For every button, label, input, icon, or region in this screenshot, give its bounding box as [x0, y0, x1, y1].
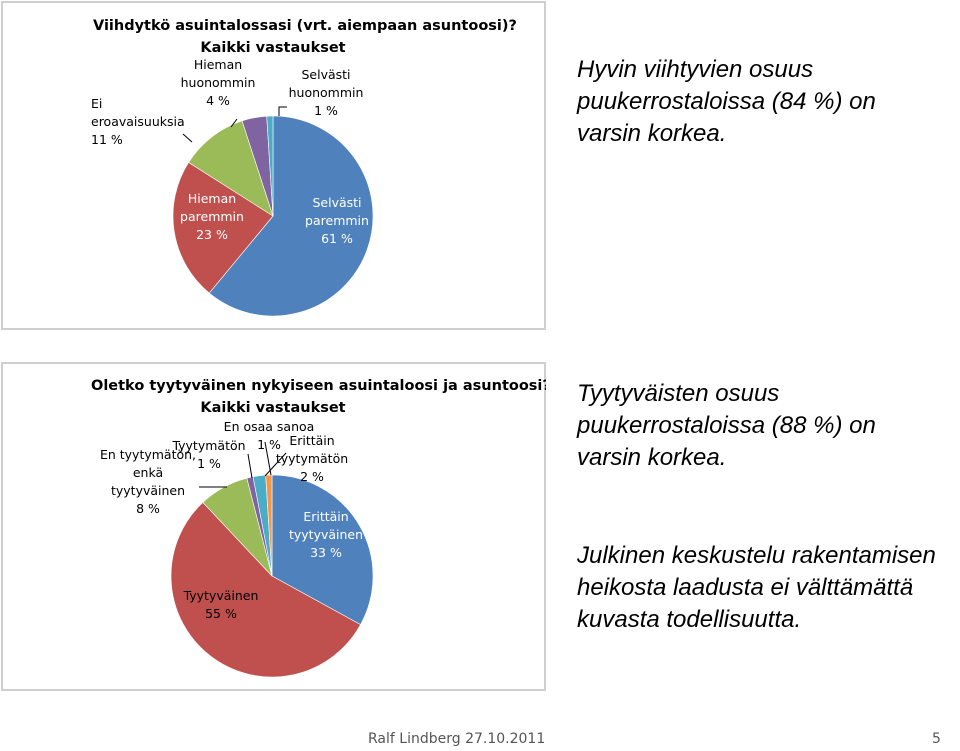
chart-1-slice-2 — [172, 162, 274, 294]
footer-author-date: Ralf Lindberg 27.10.2011 — [368, 731, 546, 747]
chart-1-leader-3 — [182, 133, 193, 143]
chart-1-subtitle: Kaikki vastaukset — [200, 40, 345, 56]
chart-1-label-3: Ei eroavaisuuksia 11 % — [91, 96, 185, 147]
chart-1-label-4: Hieman huonommin 4 % — [181, 57, 256, 108]
chart-2-leader-6 — [264, 441, 272, 476]
chart-1-label-1: Selvästi paremmin 61 % — [305, 195, 369, 246]
chart-2-leader-5 — [264, 452, 287, 477]
chart-1-slice-3 — [188, 120, 274, 217]
chart-1-slice-1 — [208, 115, 374, 317]
chart-2-title: Oletko tyytyväinen nykyiseen asuintaloos… — [91, 378, 546, 394]
chart-2-label-3: En tyytymätön, enkä tyytyväinen 8 % — [100, 447, 196, 516]
note-text-3: Julkinen keskustelu rakentamisen heikost… — [577, 542, 936, 633]
chart-1-leader-4 — [230, 118, 238, 128]
chart-2: Oletko tyytyväinen nykyiseen asuintaloos… — [1, 362, 546, 691]
chart-1: Viihdytkö asuintalossasi (vrt. aiempaan … — [1, 1, 546, 330]
chart-2-slice-2 — [170, 501, 361, 678]
chart-2-subtitle: Kaikki vastaukset — [200, 400, 345, 416]
chart-2-label-2: Tyytyväinen 55 % — [183, 588, 259, 621]
chart-2-label-5: Erittäin tyytymätön 2 % — [276, 433, 348, 484]
chart-1-slice-5 — [266, 115, 274, 217]
chart-2-label-4: Tyytymätön 1 % — [171, 438, 245, 471]
chart-1-label-2: Hieman paremmin 23 % — [180, 191, 244, 242]
chart-1-leader-5 — [278, 106, 287, 116]
chart-1-label-5: Selvästi huonommin 1 % — [289, 67, 364, 118]
chart-1-svg: Viihdytkö asuintalossasi (vrt. aiempaan … — [91, 18, 517, 317]
chart-2-label-1: Erittäin tyytyväinen 33 % — [289, 509, 363, 560]
chart-2-label-6: En osaa sanoa 1 % — [224, 419, 315, 452]
chart-1-title: Viihdytkö asuintalossasi (vrt. aiempaan … — [93, 18, 517, 34]
chart-2-leader-4 — [247, 453, 253, 479]
chart-2-slice-1 — [271, 474, 374, 626]
note-text-2: Tyytyväisten osuus puukerrostaloissa (88… — [577, 380, 876, 471]
footer-page-number: 5 — [932, 731, 941, 747]
chart-2-svg: Oletko tyytyväinen nykyiseen asuintaloos… — [91, 378, 546, 678]
note-text-1: Hyvin viihtyvien osuus puukerrostaloissa… — [577, 56, 876, 147]
